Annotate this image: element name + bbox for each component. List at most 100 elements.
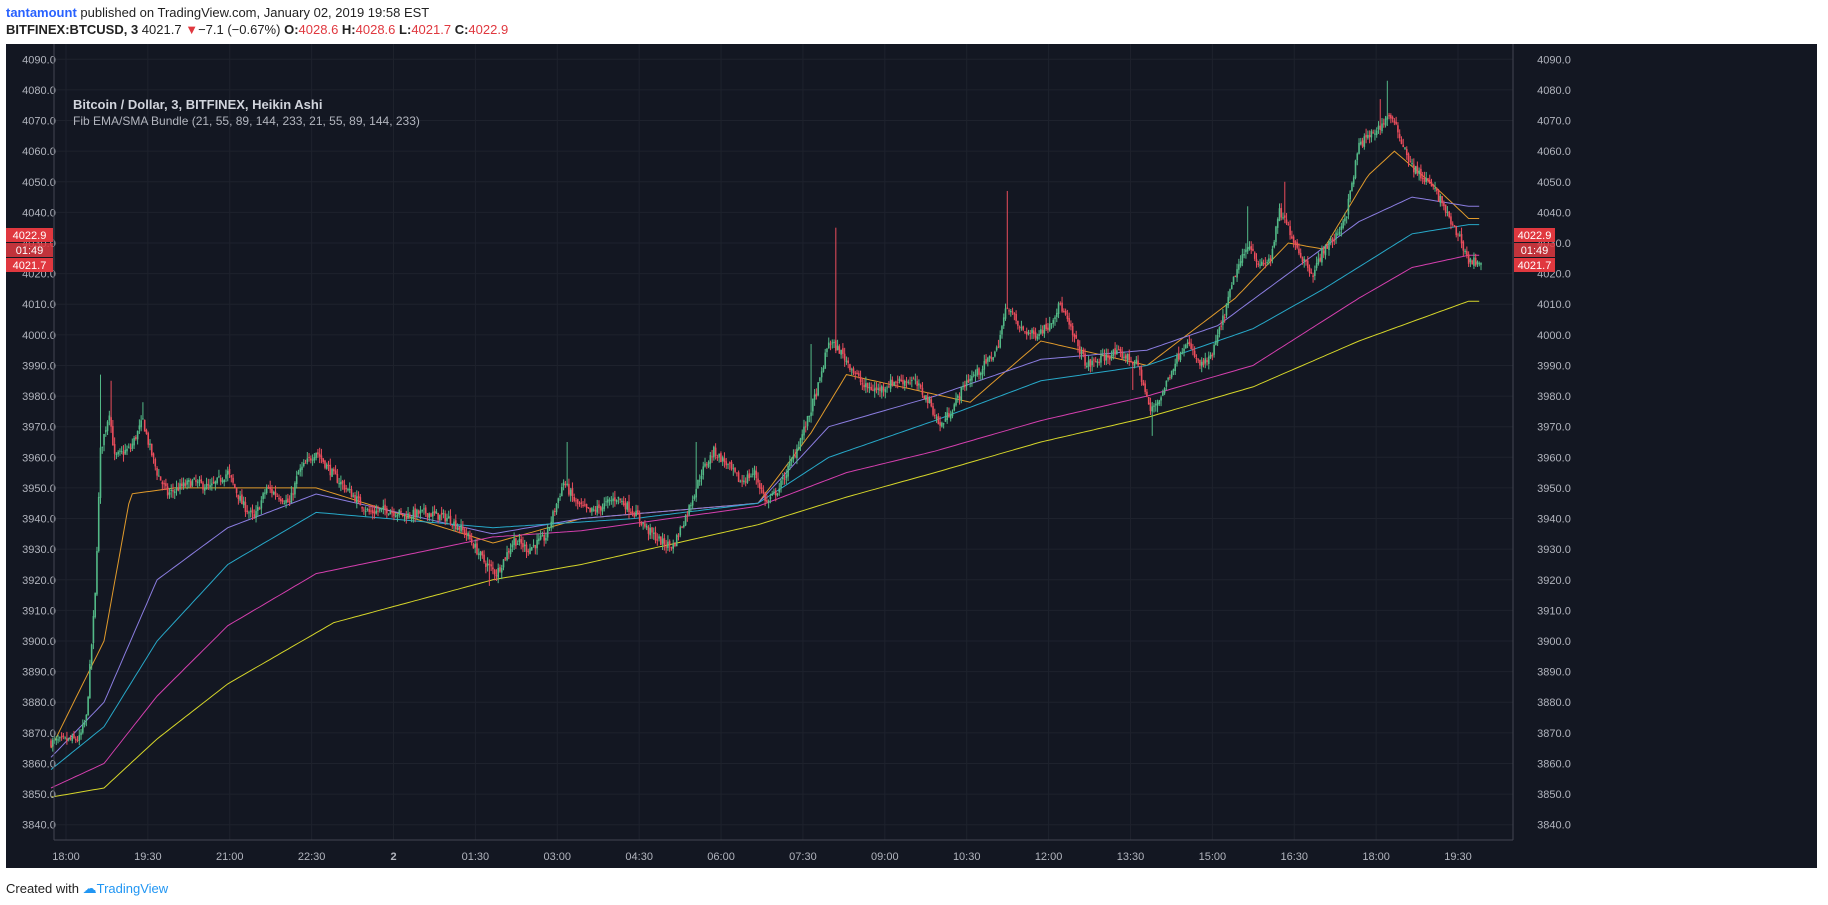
- x-tick-label: 19:30: [134, 851, 162, 863]
- candle-body: [386, 508, 388, 514]
- close-label: C:: [454, 22, 469, 37]
- candle-body: [1176, 354, 1178, 364]
- candle-body: [538, 538, 540, 542]
- candle-body: [861, 383, 864, 385]
- candle-body: [1322, 250, 1325, 254]
- candle-body: [460, 525, 462, 532]
- ohlc-bar: BITFINEX:BTCUSD, 3 4021.7 ▼−7.1 (−0.67%)…: [6, 22, 508, 37]
- y-tick-label-right: 3910.0: [1537, 605, 1571, 617]
- candle-body: [603, 503, 606, 509]
- candle-body: [1285, 219, 1288, 224]
- candle-body: [219, 477, 222, 482]
- candle-body: [1382, 123, 1385, 125]
- candle-body: [1377, 125, 1380, 130]
- candle-body: [1238, 264, 1240, 270]
- candle-body: [1436, 189, 1438, 191]
- candle-body: [532, 544, 535, 547]
- candle-body: [1093, 359, 1095, 361]
- candle-body: [302, 463, 305, 466]
- x-tick-label: 18:00: [52, 851, 80, 863]
- candle-body: [949, 415, 952, 419]
- candle-body: [470, 538, 473, 544]
- candle-body: [442, 513, 445, 515]
- candle-body: [1057, 303, 1060, 314]
- candle-body: [120, 451, 123, 453]
- candle-body: [1032, 330, 1035, 335]
- y-tick-label-left: 3950.0: [22, 483, 56, 495]
- candle-body: [909, 382, 911, 384]
- x-tick-label: 15:00: [1199, 851, 1227, 863]
- candle-body: [108, 415, 111, 421]
- candle-body: [92, 616, 95, 644]
- price-change: −7.1 (−0.67%): [198, 22, 281, 37]
- candle-body: [483, 554, 485, 562]
- candle-body: [1223, 317, 1226, 319]
- candle-body: [645, 525, 648, 528]
- candle-body: [983, 360, 986, 370]
- price-chart[interactable]: 3840.0 3840.0 3850.0 3850.0 3860.0 3860.0 3870…: [6, 44, 1817, 868]
- candle-body: [131, 443, 134, 449]
- candle-body: [1061, 302, 1063, 312]
- candle-body: [384, 504, 386, 510]
- candle-body: [1283, 215, 1286, 218]
- candle-body: [713, 446, 715, 458]
- candle-body: [1443, 203, 1445, 207]
- candle-body: [700, 475, 703, 480]
- author-link[interactable]: tantamount: [6, 5, 77, 20]
- candle-body: [1151, 406, 1154, 412]
- candle-body: [1241, 254, 1244, 263]
- candle-body: [279, 498, 282, 502]
- candle-body: [819, 377, 821, 381]
- candle-body: [928, 397, 931, 404]
- candle-body: [1255, 259, 1258, 263]
- candle-body: [734, 467, 736, 472]
- indicator-legend[interactable]: Fib EMA/SMA Bundle (21, 55, 89, 144, 233…: [73, 114, 420, 128]
- candle-body: [325, 464, 328, 469]
- candle-body: [859, 376, 862, 383]
- candle-body: [665, 546, 667, 548]
- y-tick-label-right: 3950.0: [1537, 483, 1571, 495]
- candle-body: [637, 510, 639, 515]
- candle-body: [264, 492, 266, 494]
- candle-body: [615, 500, 618, 502]
- footer: Created with ☁TradingView: [6, 880, 168, 897]
- candle-body: [1213, 344, 1215, 355]
- candle-body: [1329, 239, 1332, 241]
- y-tick-label-right: 4090.0: [1537, 54, 1571, 66]
- candle-body: [432, 511, 434, 517]
- candle-body: [801, 434, 804, 440]
- y-tick-label-left: 4070.0: [22, 116, 56, 128]
- candle-body: [477, 553, 480, 555]
- candle-body: [824, 352, 827, 369]
- candle-body: [1133, 363, 1136, 366]
- candle-body: [974, 374, 977, 376]
- candle-body: [1276, 219, 1279, 228]
- candle-body: [1464, 250, 1466, 252]
- candle-body: [1414, 166, 1417, 174]
- candle-body: [923, 395, 926, 399]
- candle-body: [1022, 326, 1024, 330]
- candle-body: [1358, 142, 1360, 154]
- candle-body: [797, 447, 800, 451]
- candle-body: [621, 500, 623, 503]
- published-text: published on TradingView.com, January 02…: [80, 5, 430, 20]
- candle-body: [1146, 391, 1148, 397]
- high-label: H:: [341, 22, 356, 37]
- candle-body: [449, 515, 452, 525]
- candle-body: [589, 507, 591, 512]
- candle-body: [1321, 248, 1323, 263]
- candle-body: [829, 343, 832, 345]
- candle-body: [1059, 303, 1062, 305]
- candle-body: [918, 383, 920, 386]
- candle-body: [447, 516, 450, 519]
- tradingview-brand[interactable]: TradingView: [96, 881, 169, 896]
- candle-body: [1349, 190, 1351, 200]
- candle-body: [90, 644, 93, 664]
- candle-body: [191, 480, 194, 486]
- candle-body: [380, 507, 383, 509]
- candle-body: [1437, 190, 1440, 202]
- candle-body: [1388, 114, 1390, 117]
- candle-body: [529, 548, 531, 555]
- chart-panel[interactable]: 3840.0 3840.0 3850.0 3850.0 3860.0 3860.0 3870…: [6, 44, 1817, 868]
- y-tick-label-left: 3960.0: [22, 452, 56, 464]
